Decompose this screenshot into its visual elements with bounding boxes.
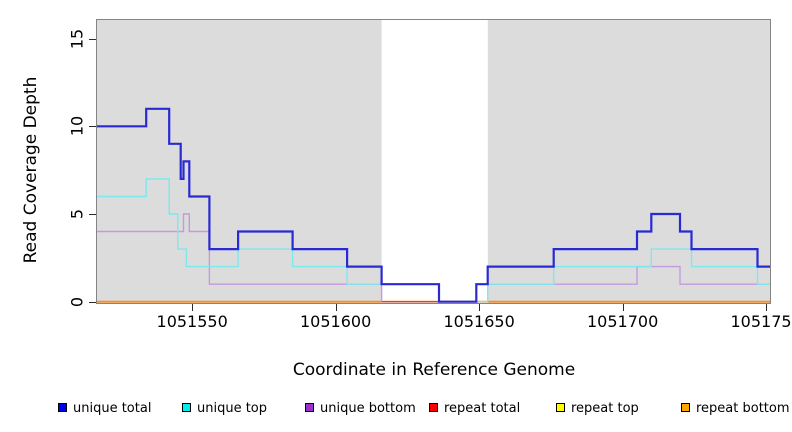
x-tick-label: 1051700 <box>586 312 659 331</box>
legend-swatch-repeat-top <box>556 403 565 412</box>
legend-label: unique top <box>197 401 268 416</box>
series-line-unique-bottom <box>96 213 771 303</box>
legend-swatch-repeat-total <box>429 403 438 412</box>
masked-region <box>381 19 488 304</box>
y-tick <box>89 38 96 40</box>
y-tick <box>89 301 96 303</box>
series-line-unique-total <box>96 107 771 303</box>
legend-swatch-unique-bottom <box>305 403 314 412</box>
plot-area <box>96 19 771 304</box>
y-tick-label: 10 <box>67 116 87 137</box>
y-tick <box>89 126 96 128</box>
x-tick <box>479 304 481 311</box>
legend-swatch-repeat-bottom <box>681 403 690 412</box>
legend-label: unique total <box>73 401 152 416</box>
x-tick <box>335 304 337 311</box>
y-tick-label: 5 <box>67 208 87 220</box>
panel-border <box>96 19 771 304</box>
legend-label: repeat bottom <box>696 401 790 416</box>
y-tick <box>89 214 96 215</box>
legend-label: unique bottom <box>320 401 416 416</box>
x-tick <box>766 304 768 311</box>
legend-swatch-unique-total <box>58 403 67 412</box>
series-line-unique-top <box>96 178 771 303</box>
y-tick-label: 0 <box>67 296 87 307</box>
y-axis-title: Read Coverage Depth <box>21 76 41 264</box>
legend-swatch-unique-top <box>182 403 191 412</box>
x-tick-label: 1051650 <box>443 312 515 331</box>
y-tick-label: 15 <box>67 28 87 49</box>
legend-label: repeat total <box>444 401 521 416</box>
x-tick-label: 1051550 <box>156 312 228 331</box>
x-axis-title: Coordinate in Reference Genome <box>292 360 576 380</box>
legend-label: repeat top <box>571 401 639 416</box>
x-tick <box>192 304 194 311</box>
x-tick-label: 1051600 <box>299 312 372 331</box>
x-tick <box>622 304 624 311</box>
